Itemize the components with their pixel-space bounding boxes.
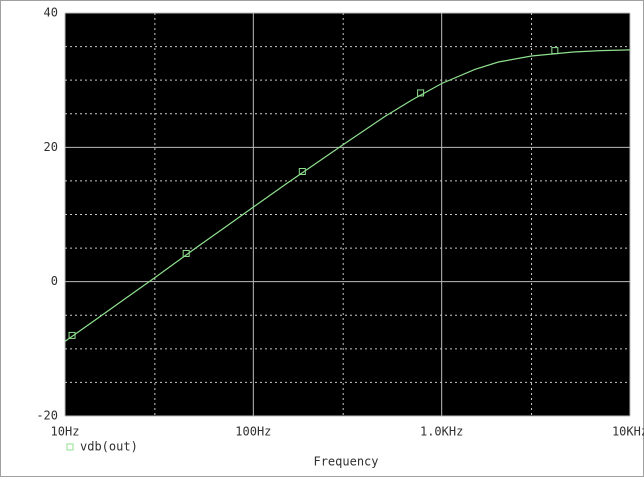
- legend-label: vdb(out): [80, 440, 138, 454]
- x-axis-label: Frequency: [313, 455, 378, 469]
- data-marker: [298, 168, 306, 176]
- x-tick-label: 10KHz: [612, 425, 644, 439]
- x-tick-label: 1.0KHz: [420, 425, 463, 439]
- data-marker: [68, 331, 76, 339]
- data-marker: [417, 89, 425, 97]
- x-tick-label: 10Hz: [51, 425, 80, 439]
- y-tick-label: 20: [44, 140, 58, 154]
- data-marker: [182, 249, 190, 257]
- x-tick-label: 100Hz: [235, 425, 271, 439]
- y-tick-label: -20: [36, 409, 58, 423]
- legend-symbol: [66, 443, 74, 451]
- y-tick-label: 40: [44, 6, 58, 20]
- data-line: [64, 49, 631, 342]
- data-marker: [551, 47, 559, 55]
- y-tick-label: 0: [51, 274, 58, 288]
